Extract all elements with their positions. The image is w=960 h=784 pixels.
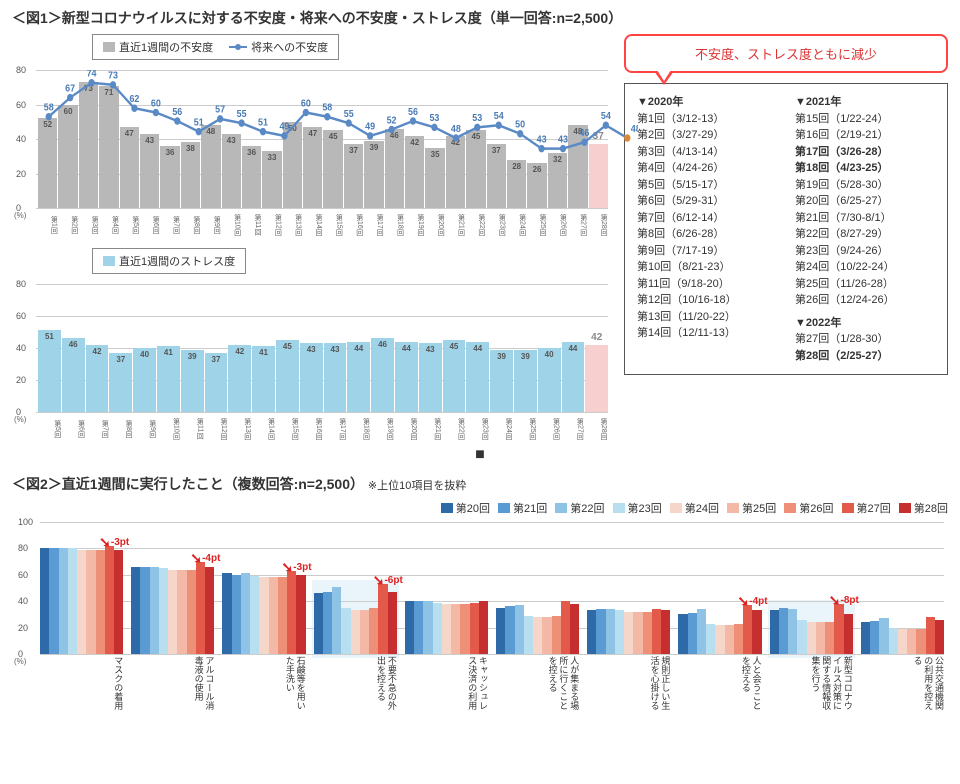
- legend-bar2-label: 直近1週間のストレス度: [119, 253, 235, 269]
- callout-text: 不安度、ストレス度ともに減少: [624, 34, 948, 73]
- line-swatch-icon: [229, 46, 247, 48]
- fig1-legend-2: 直近1週間のストレス度: [92, 248, 246, 274]
- callout-bubble: 不安度、ストレス度ともに減少: [624, 34, 948, 73]
- bubble-tail-icon: [654, 71, 674, 85]
- bar-swatch-icon: [103, 42, 115, 52]
- fig1-legend-1: 直近1週間の不安度 将来への不安度: [92, 34, 339, 60]
- schedule-box: ▼2020年第1回（3/12-13）第2回（3/27-29）第3回（4/13-1…: [624, 83, 948, 375]
- fig2-chart: (%) 020406080100➘-3pt➘-4pt➘-3pt➘-6pt➘-4p…: [12, 518, 948, 718]
- fig2: ＜図2＞直近1週間に実行したこと（複数回答:n=2,500） ※上位10項目を抜…: [12, 474, 948, 718]
- fig1-title: ＜図1＞新型コロナウイルスに対する不安度・将来への不安度・ストレス度（単一回答:…: [12, 8, 948, 28]
- fig1-charts: 直近1週間の不安度 将来への不安度 (%) 020406080526073714…: [12, 34, 612, 444]
- fig2-note: ※上位10項目を抜粋: [368, 480, 466, 492]
- fig2-title: ＜図2＞直近1週間に実行したこと（複数回答:n=2,500） ※上位10項目を抜…: [12, 474, 948, 494]
- legend-bar1-label: 直近1週間の不安度: [119, 39, 213, 55]
- fig1-chart2: (%) 020406080514642374041393742414543434…: [12, 284, 612, 444]
- divider-square-icon: ■: [12, 446, 948, 464]
- legend-line1-label: 将来への不安度: [251, 39, 328, 55]
- fig2-title-text: ＜図2＞直近1週間に実行したこと（複数回答:n=2,500）: [12, 476, 364, 492]
- bar-swatch-icon: [103, 256, 115, 266]
- fig1-chart1: (%) 020406080526073714743363848433633504…: [12, 70, 612, 240]
- fig2-legend: 第20回第21回第22回第23回第24回第25回第26回第27回第28回: [12, 500, 948, 516]
